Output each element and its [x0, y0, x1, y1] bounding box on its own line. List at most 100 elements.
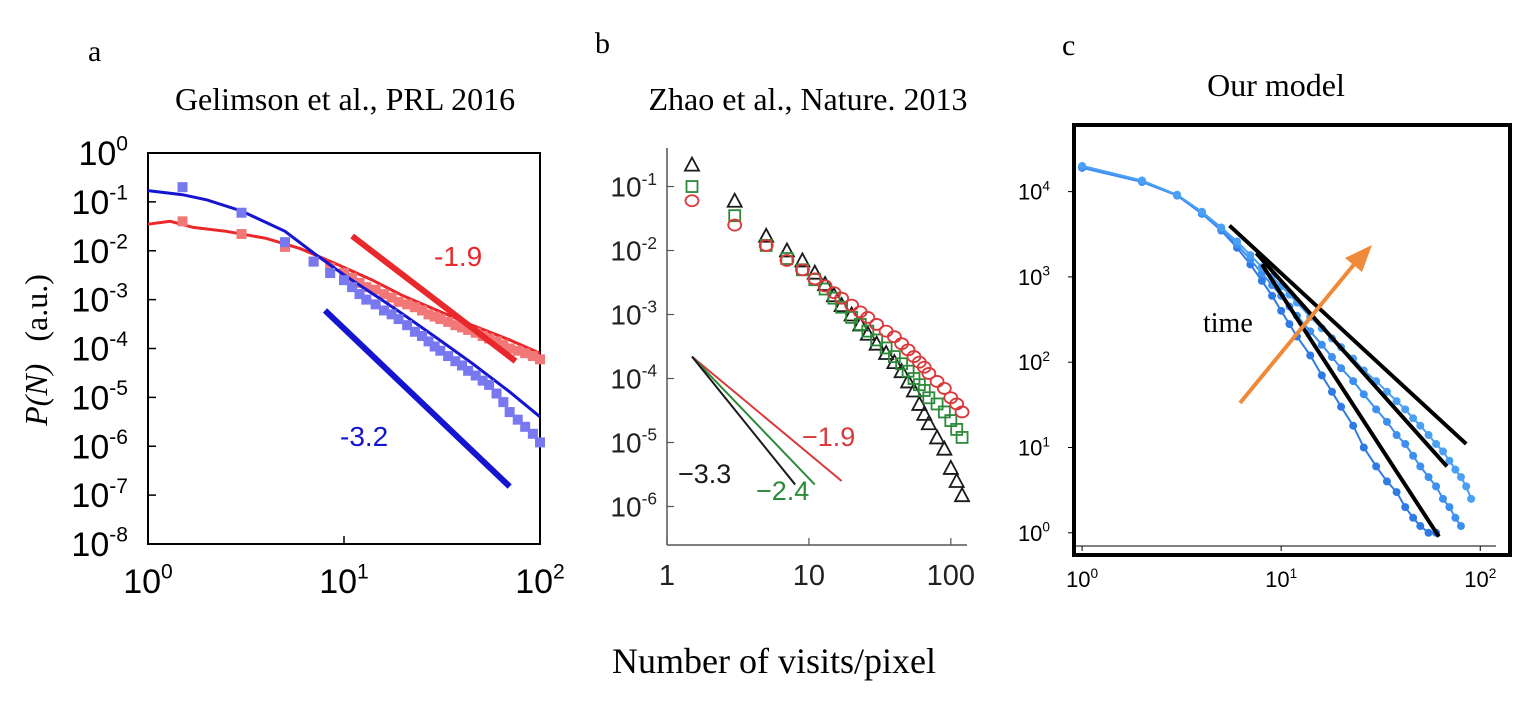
panel-a-point-red: [370, 284, 381, 295]
panel-c-point-t2: [1359, 390, 1368, 399]
panel-c-point-t2: [1382, 417, 1391, 426]
panel-a-point-blue: [416, 331, 427, 342]
panel-c-point-t2: [1317, 340, 1326, 349]
panel-b-point-triangle: [953, 486, 971, 503]
panel-a-ylabel: P(N) (a.u.): [18, 274, 54, 427]
panel-b-point-square: [955, 431, 969, 444]
panel-b-point-circle: [916, 360, 932, 374]
panel-c-point-t1: [1382, 477, 1391, 486]
panel-a-point-red: [535, 354, 545, 365]
panel-c-ytick-label: 100: [1018, 520, 1050, 546]
panel-c-point-t2: [1451, 513, 1460, 522]
panel-a-point-red: [498, 339, 509, 350]
panel-c-point-t3: [1173, 190, 1182, 199]
panel-b-xtick-label: 100: [927, 560, 975, 592]
panel-b-point-circle: [817, 279, 833, 293]
panel-a-point-blue: [423, 336, 434, 347]
panel-b-ytick-label: 10-1: [610, 169, 657, 203]
panel-b-point-triangle: [920, 414, 938, 431]
panel-c-point-t3: [1467, 494, 1476, 503]
panel-b-point-triangle: [806, 263, 824, 280]
panel-a-point-blue: [477, 375, 488, 386]
panel-a-slope-line-1: [322, 308, 512, 489]
panel-b-point-triangle: [928, 428, 946, 445]
panel-c-point-t1: [1349, 421, 1358, 430]
panel-b-slope-line-0: [691, 355, 843, 482]
panel-c-point-t2: [1438, 494, 1447, 503]
panel-c-point-t3: [1432, 439, 1441, 448]
panel-c-xtick-label: 102: [1464, 566, 1496, 592]
panel-b-slope-label-red: −1.9: [802, 422, 855, 452]
panel-c-point-t2: [1392, 431, 1401, 440]
panel-c-annotation-time: time: [1203, 308, 1253, 339]
panel-b-point-triangle: [778, 241, 796, 258]
panel-a-xtick-label: 102: [515, 561, 565, 601]
panel-c-series-t1: [1081, 166, 1437, 534]
panel-b: 10-1 10-2 10-3 10-4 10-5 10-6 1 10 100 −1.9 −2.…: [610, 148, 975, 592]
panel-c-point-t3: [1416, 421, 1425, 430]
panel-a-point-red: [435, 314, 446, 325]
panel-c-point-t1: [1409, 513, 1418, 522]
panel-b-point-square: [861, 324, 875, 338]
panel-b-point-circle: [878, 324, 894, 338]
panel-a-point-red: [527, 351, 538, 362]
shared-xlabel: Number of visits/pixel: [612, 641, 936, 681]
panel-b-slope-label-black: −3.3: [678, 459, 731, 489]
panel-c-point-t1: [1277, 306, 1286, 315]
panel-c-point-t3: [1438, 447, 1447, 456]
panel-b-point-circle: [886, 330, 902, 344]
panel-b-point-circle: [936, 382, 952, 395]
panel-a-ytick-label: 10-5: [71, 377, 128, 417]
panel-b-point-triangle: [683, 155, 701, 172]
panel-c-point-t3: [1401, 405, 1410, 414]
panel-c-point-t3: [1462, 482, 1471, 491]
panel-a-point-blue: [463, 365, 474, 376]
panel-c-point-t3: [1246, 251, 1255, 260]
panel-b-point-square: [879, 341, 893, 355]
panel-a-point-blue: [457, 360, 468, 371]
panel-c: 104 103 102 101 100 100 101 102 time: [1018, 123, 1512, 592]
panel-a-point-red: [409, 302, 420, 313]
panel-a-point-red: [512, 345, 523, 356]
panel-c-point-t2: [1257, 269, 1266, 278]
panel-a-point-red: [457, 322, 468, 333]
panel-a-point-blue: [443, 351, 454, 362]
panel-b-point-square: [827, 291, 841, 305]
panel-a-xtick-label: 101: [319, 561, 369, 601]
panel-b-point-triangle: [935, 439, 953, 456]
panel-a-point-red: [354, 277, 365, 288]
panel-a-ytick-label: 10-8: [71, 524, 128, 564]
panel-a-point-red: [450, 320, 461, 331]
panel-c-ytick-label: 102: [1018, 349, 1050, 375]
panel-a-point-red: [416, 305, 427, 316]
panel-b-point-triangle: [942, 459, 960, 475]
panel-c-point-t1: [1257, 276, 1266, 285]
panel-c-point-t1: [1317, 371, 1326, 380]
panel-b-point-square: [728, 209, 742, 223]
panel-a-xtick-label: 100: [123, 561, 173, 601]
panel-a-ytick-label: 10-4: [71, 328, 128, 368]
panel-a-point-blue: [504, 407, 515, 418]
panel-c-time-arrowhead: [1345, 245, 1372, 272]
panel-c-point-t3: [1424, 431, 1433, 440]
panel-c-point-t2: [1327, 353, 1336, 362]
panel-c-point-t1: [1392, 488, 1401, 497]
panel-a-ytick-label: 100: [78, 133, 128, 173]
panel-a-point-blue: [484, 379, 495, 390]
panel-a-point-blue: [435, 345, 446, 356]
panel-a-point-red: [393, 296, 404, 307]
panel-a-point-blue: [450, 356, 461, 367]
panel-b-point-triangle: [948, 472, 966, 488]
panel-c-point-t1: [1306, 351, 1315, 360]
panel-b-point-circle: [844, 298, 860, 312]
panel-c-ytick-label: 104: [1018, 178, 1050, 204]
panel-a-point-blue: [470, 370, 481, 381]
panel-c-point-t3: [1382, 387, 1391, 396]
panel-b-point-square: [917, 384, 931, 397]
panel-a-point-red: [347, 272, 358, 283]
panel-c-ytick-label: 103: [1018, 264, 1050, 290]
panel-a-point-red: [386, 292, 397, 303]
panel-b-point-circle: [921, 367, 937, 380]
panel-c-point-t1: [1359, 443, 1368, 452]
